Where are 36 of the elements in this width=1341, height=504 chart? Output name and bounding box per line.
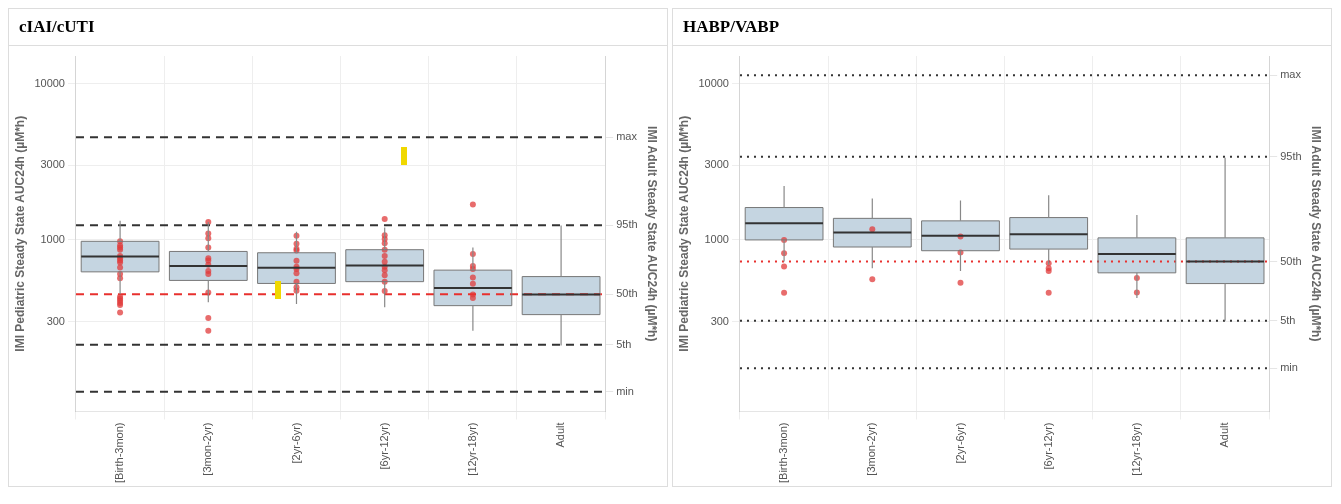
y-tick-label: 1000: [704, 232, 729, 245]
ref-line-label: 5th: [1280, 313, 1296, 326]
ref-line-label: max: [1280, 68, 1302, 81]
x-tick-label: [3mon-2yr): [865, 422, 878, 476]
y-tick-label: 10000: [34, 76, 65, 89]
ref-line-label: 50th: [616, 287, 638, 300]
y-axis-title: IMI Pediatric Steady State AUC24h (µM*h): [676, 115, 691, 352]
y-tick-label: 3000: [40, 158, 65, 171]
y-tick-label: 10000: [698, 76, 729, 89]
x-tick-label: [Birth-3mon): [113, 422, 126, 484]
x-tick-label: [12yr-18yr): [1129, 422, 1142, 476]
x-tick-label: [3mon-2yr): [201, 422, 214, 476]
y2-axis-title: IMI Adult Steady State AUC24h (µM*h): [645, 126, 660, 342]
ref-line-label: max: [616, 130, 638, 143]
chart-title: HABP/VABP: [673, 9, 1331, 46]
ref-line-label: min: [1280, 361, 1298, 374]
y-tick-label: 3000: [704, 158, 729, 171]
x-tick-label: [2yr-6yr): [289, 422, 302, 464]
ref-line-label: 95th: [616, 218, 638, 231]
ref-line-label: min: [616, 384, 634, 397]
y2-axis-title: IMI Adult Steady State AUC24h (µM*h): [1309, 126, 1324, 342]
x-tick-label: [6yr-12yr): [1041, 422, 1054, 470]
y-tick-label: 300: [46, 314, 65, 327]
x-tick-label: Adult: [554, 422, 567, 448]
ref-line-label: 95th: [1280, 149, 1302, 162]
ref-line-label: 5th: [616, 337, 632, 350]
ref-line-label: 50th: [1280, 254, 1302, 267]
y-tick-label: 300: [710, 314, 729, 327]
y-tick-label: 1000: [40, 232, 65, 245]
x-tick-label: [Birth-3mon): [777, 422, 790, 484]
chart-title: cIAI/cUTI: [9, 9, 667, 46]
x-tick-label: Adult: [1218, 422, 1231, 448]
y-axis-title: IMI Pediatric Steady State AUC24h (µM*h): [12, 115, 27, 352]
x-tick-label: [2yr-6yr): [953, 422, 966, 464]
x-tick-label: [6yr-12yr): [377, 422, 390, 470]
x-tick-label: [12yr-18yr): [465, 422, 478, 476]
